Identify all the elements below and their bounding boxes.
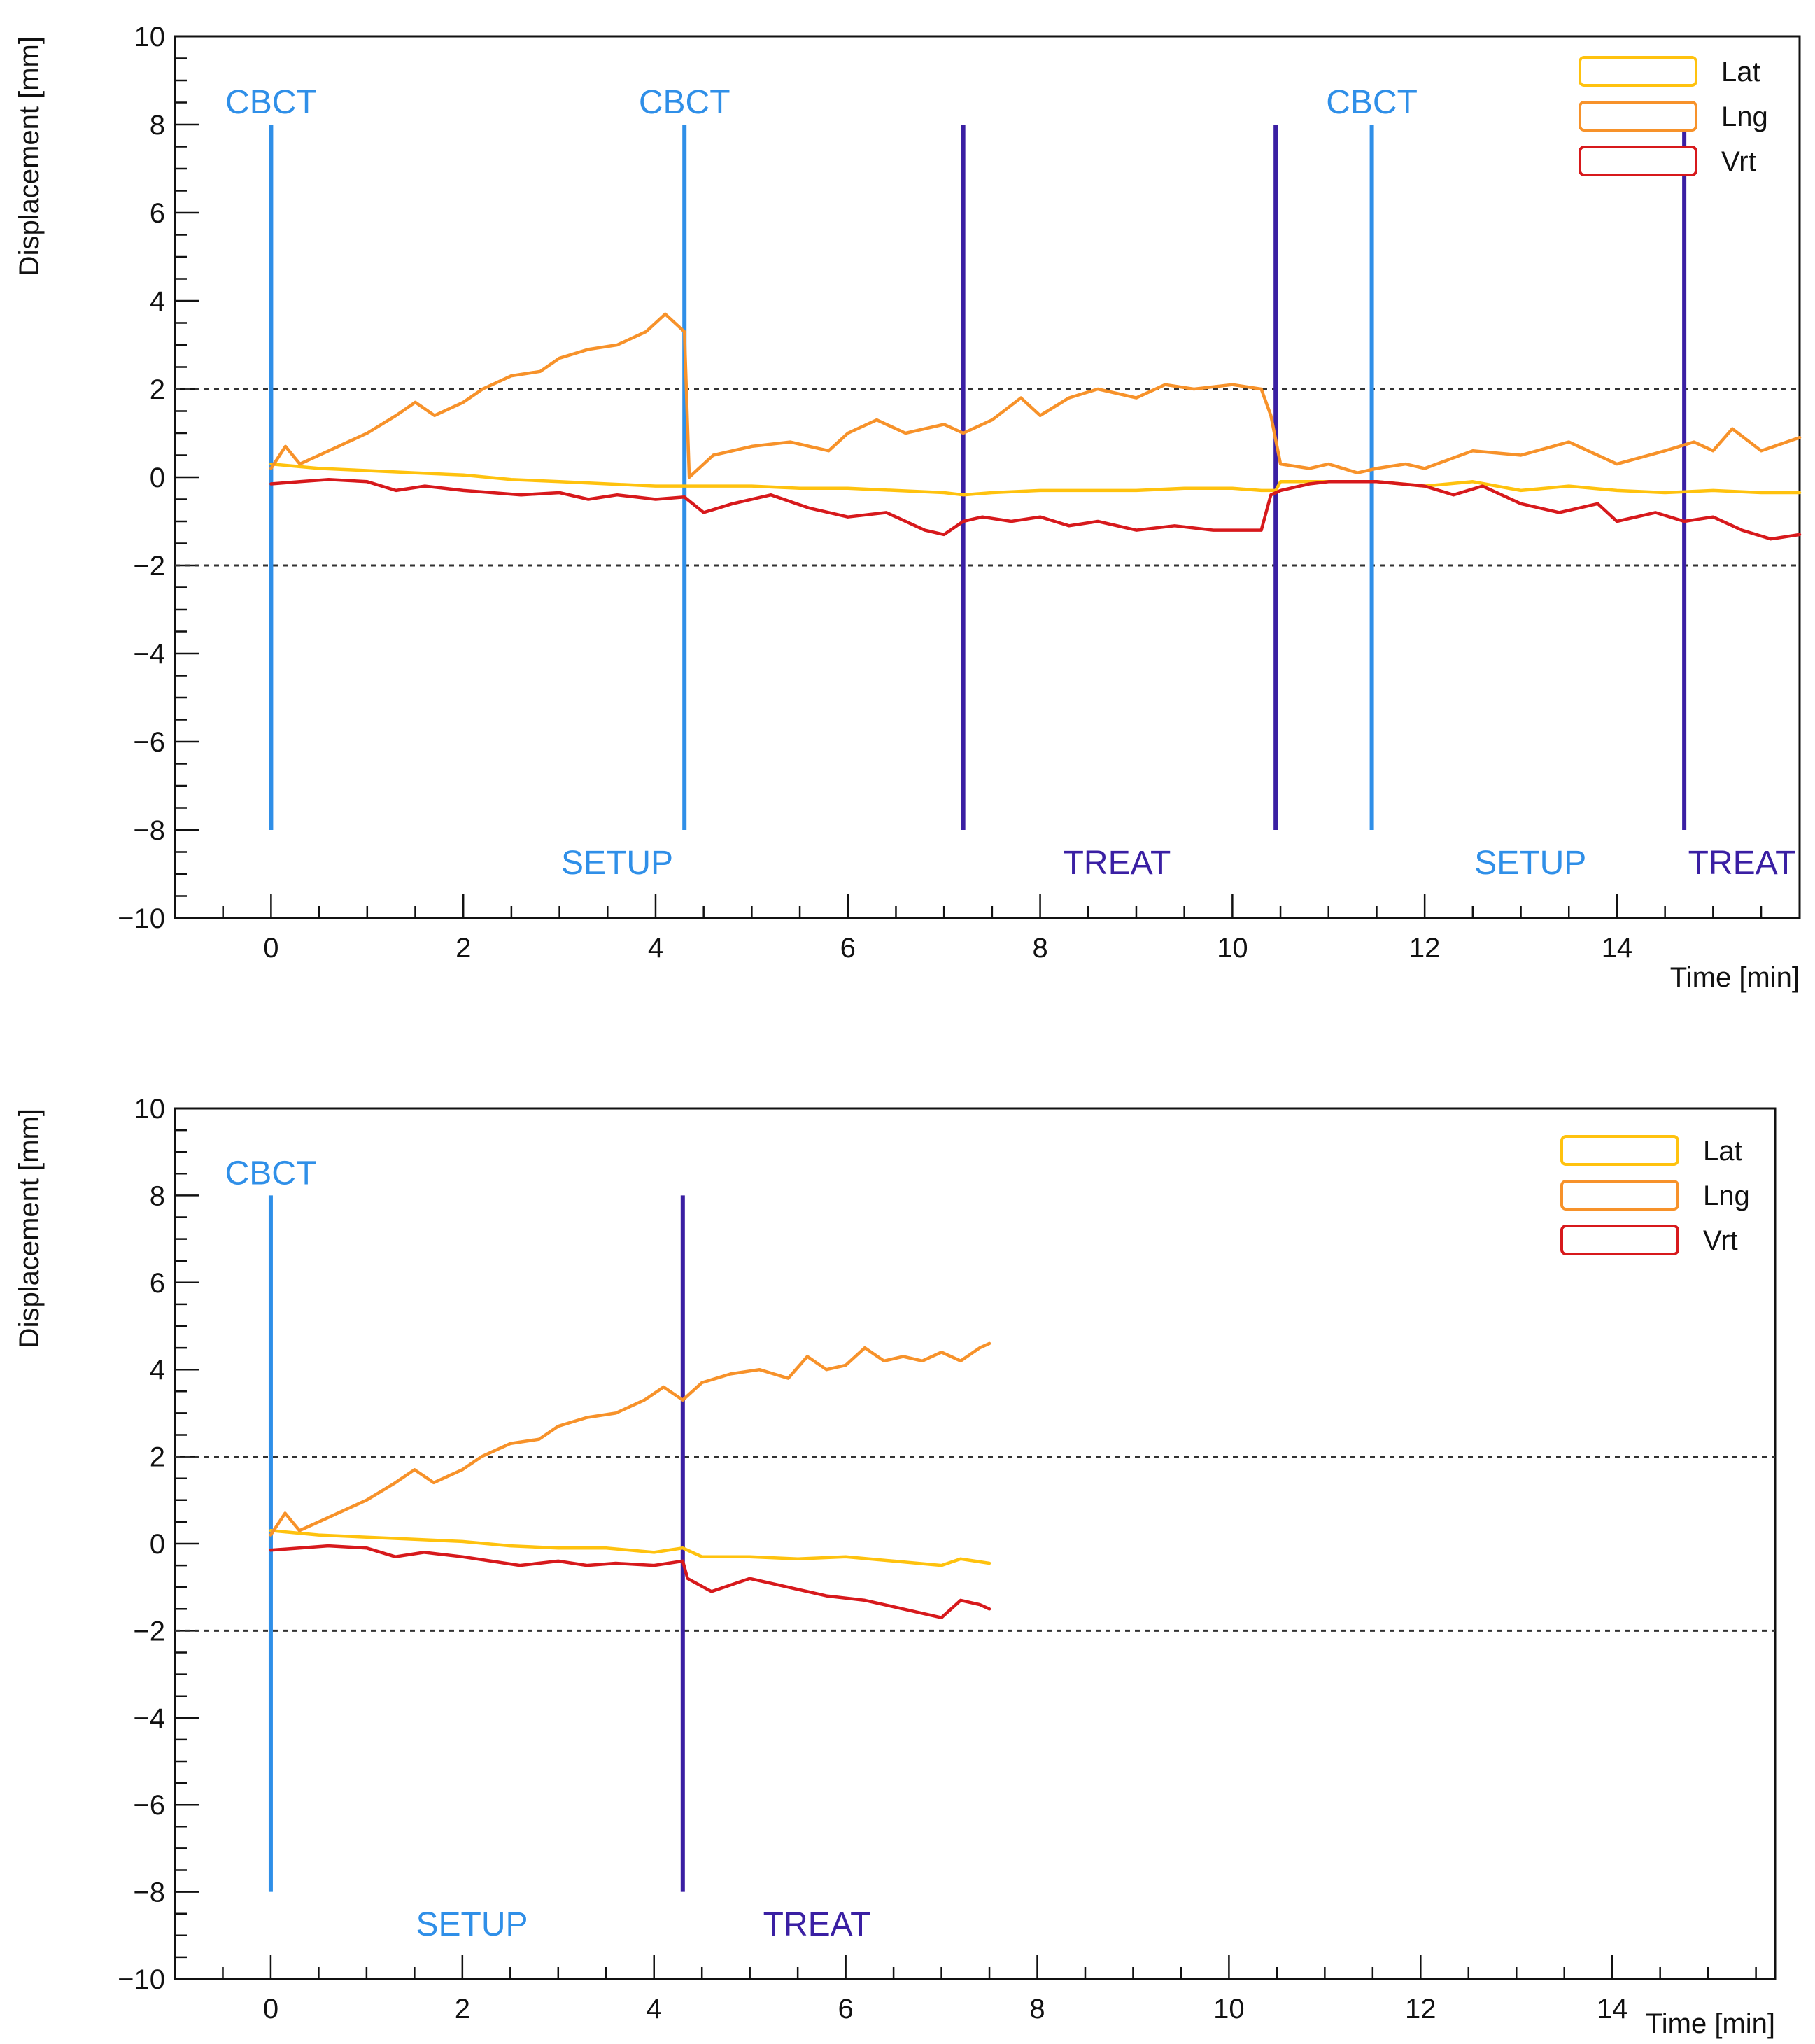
bottom-panel: 10 8 6 4 2 0 −2 −4 −6 −8 −10 0 2 4 6 8 10 12 14 Time [min] D… <box>14 1094 1777 2039</box>
x-tick-label: 10 <box>1213 1994 1245 2024</box>
y-tick-label: −2 <box>133 1616 165 1647</box>
y-tick-label: −4 <box>133 639 165 670</box>
x-tick-label: 8 <box>1029 1994 1045 2024</box>
y-tick-label: 4 <box>150 1355 165 1386</box>
legend-label-vrt: Vrt <box>1721 146 1756 177</box>
legend-swatch-lat <box>1579 56 1697 87</box>
setup-phase-label: SETUP <box>416 1906 528 1943</box>
x-tick-label: 0 <box>263 933 278 964</box>
legend-swatch-lat <box>1560 1135 1679 1166</box>
x-axis-title: Time [min] <box>1646 2008 1775 2039</box>
y-tick-label: −2 <box>133 551 165 582</box>
x-tick-label: 14 <box>1602 933 1633 964</box>
y-tick-label: −8 <box>133 815 165 846</box>
x-tick-label: 4 <box>647 1994 662 2024</box>
legend-swatch-lng <box>1579 101 1697 132</box>
y-tick-label: 8 <box>150 1180 165 1211</box>
legend-label-lng: Lng <box>1721 101 1768 132</box>
cbct-label: CBCT <box>225 1155 317 1192</box>
y-tick-label: 0 <box>150 463 165 493</box>
y-tick-label: 6 <box>150 1268 165 1299</box>
legend-swatch-lng <box>1560 1180 1679 1211</box>
x-tick-label: 6 <box>840 933 856 964</box>
x-tick-label: 6 <box>838 1994 853 2024</box>
x-tick-label: 2 <box>455 1994 470 2024</box>
cbct-label: CBCT <box>639 84 730 121</box>
legend-label-lat: Lat <box>1721 57 1760 87</box>
y-axis-title: Displacement [mm] <box>14 1108 45 1348</box>
cbct-label: CBCT <box>1326 84 1418 121</box>
y-tick-label: 6 <box>150 198 165 229</box>
y-tick-label: −10 <box>118 1964 165 1995</box>
treat-phase-label: TREAT <box>763 1906 871 1943</box>
x-tick-label: 8 <box>1032 933 1047 964</box>
treat-phase-label: TREAT <box>1688 845 1796 882</box>
y-tick-label: 8 <box>150 110 165 141</box>
series-line-vrt <box>269 1544 991 1619</box>
x-tick-label: 10 <box>1217 933 1248 964</box>
y-tick-label: −4 <box>133 1703 165 1734</box>
legend-label-lat: Lat <box>1703 1136 1742 1167</box>
y-tick-label: −10 <box>118 903 165 934</box>
series-line-lat <box>269 1529 991 1567</box>
y-tick-label: −6 <box>133 1790 165 1821</box>
setup-phase-label: SETUP <box>561 845 673 882</box>
y-tick-label: 10 <box>134 1094 166 1125</box>
series-line-lng <box>269 1341 991 1537</box>
y-tick-label: 0 <box>150 1529 165 1560</box>
x-tick-label: 14 <box>1597 1994 1628 2024</box>
legend-label-lng: Lng <box>1703 1180 1750 1211</box>
legend-label-vrt: Vrt <box>1703 1225 1738 1256</box>
y-tick-label: 2 <box>150 1442 165 1473</box>
treat-phase-label: TREAT <box>1064 845 1171 882</box>
y-tick-label: 10 <box>134 22 166 52</box>
top-panel: 10 8 6 4 2 0 −2 −4 −6 −8 −10 0 2 4 6 8 10 12 14 Time [min] D… <box>14 22 1802 993</box>
y-tick-label: 4 <box>150 286 165 317</box>
setup-phase-label: SETUP <box>1474 845 1586 882</box>
y-axis-title: Displacement [mm] <box>14 36 45 276</box>
cbct-label: CBCT <box>225 84 317 121</box>
x-tick-label: 12 <box>1409 933 1441 964</box>
x-tick-label: 0 <box>263 1994 278 2024</box>
series-line-lng <box>269 312 1802 479</box>
series-line-lat <box>269 462 1802 497</box>
y-tick-label: −6 <box>133 727 165 758</box>
x-tick-label: 2 <box>455 933 471 964</box>
x-tick-label: 4 <box>648 933 663 964</box>
x-axis-title: Time [min] <box>1670 962 1800 993</box>
legend-swatch-vrt <box>1560 1225 1679 1255</box>
y-tick-label: −8 <box>133 1877 165 1908</box>
series-line-vrt <box>269 477 1802 541</box>
legend-swatch-vrt <box>1579 146 1697 176</box>
x-tick-label: 12 <box>1405 1994 1436 2024</box>
y-tick-label: 2 <box>150 374 165 405</box>
